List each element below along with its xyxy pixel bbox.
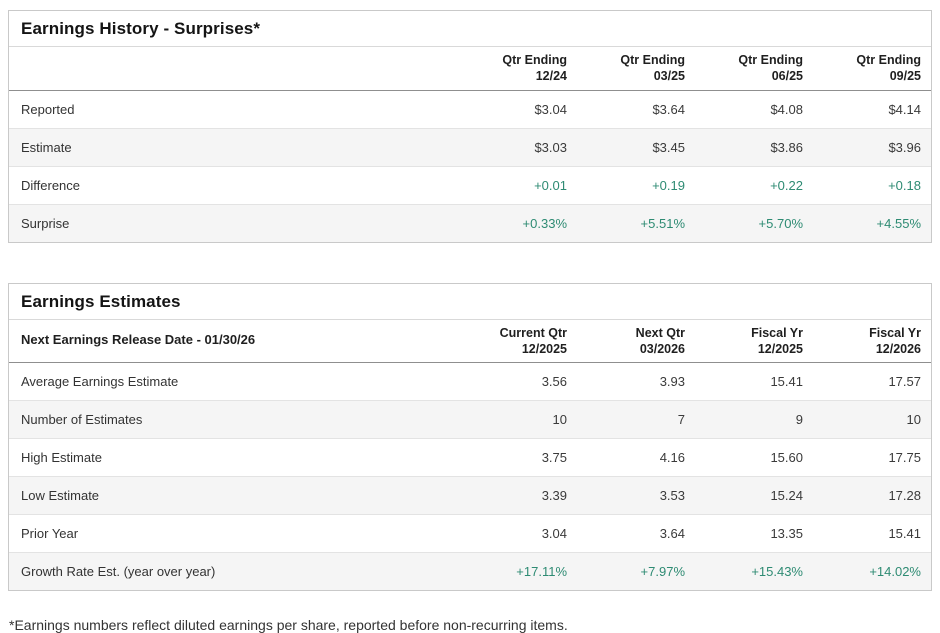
cell-value: $3.45 bbox=[577, 127, 695, 166]
next-earnings-release-date: Next Earnings Release Date - 01/30/26 bbox=[9, 319, 459, 363]
cell-value: +7.97% bbox=[577, 552, 695, 590]
table-row-growth-rate-est: Growth Rate Est. (year over year) +17.11… bbox=[9, 552, 931, 590]
cell-value: +14.02% bbox=[813, 552, 931, 590]
row-label: Prior Year bbox=[9, 514, 459, 553]
cell-value: $3.03 bbox=[459, 127, 577, 166]
cell-value: 3.56 bbox=[541, 374, 567, 389]
cell-value: 13.35 bbox=[695, 514, 813, 553]
cell-value: +0.18 bbox=[813, 165, 931, 204]
cell-value: +5.70% bbox=[695, 203, 813, 242]
table-row-prior-year: Prior Year 3.04 3.64 13.35 15.41 bbox=[9, 514, 931, 553]
cell-value: 3.04 bbox=[459, 514, 577, 553]
cell-value: 10 bbox=[813, 400, 931, 439]
earnings-footnote: *Earnings numbers reflect diluted earnin… bbox=[9, 617, 568, 633]
cell-value: 15.24 bbox=[695, 476, 813, 515]
cell-value: 3.53 bbox=[577, 476, 695, 515]
cell-value: $3.64 bbox=[652, 101, 685, 117]
cell-value: 3.93 bbox=[659, 374, 685, 389]
row-label: Low Estimate bbox=[9, 476, 459, 515]
table-row-low-estimate: Low Estimate 3.39 3.53 15.24 17.28 bbox=[9, 476, 931, 515]
earnings-estimates-title: Earnings Estimates bbox=[9, 284, 931, 320]
cell-value: +0.22 bbox=[695, 165, 813, 204]
cell-value: $3.04 bbox=[534, 101, 567, 117]
column-header-qtr-0925: Qtr Ending 09/25 bbox=[813, 47, 931, 91]
column-header-qtr-0625: Qtr Ending 06/25 bbox=[695, 47, 813, 91]
cell-value: 17.28 bbox=[813, 476, 931, 515]
earnings-history-table: Qtr Ending 12/24 Qtr Ending 03/25 Qtr En… bbox=[9, 47, 931, 242]
cell-value: $4.08 bbox=[770, 101, 803, 117]
table-row-average-earnings-estimate: Average Earnings Estimate 3.56 3.93 15.4… bbox=[9, 363, 931, 401]
cell-value: +15.43% bbox=[695, 552, 813, 590]
cell-value: $3.96 bbox=[813, 127, 931, 166]
cell-value: +0.01 bbox=[459, 165, 577, 204]
cell-value: 3.39 bbox=[459, 476, 577, 515]
cell-value: 3.64 bbox=[577, 514, 695, 553]
cell-value: $3.86 bbox=[695, 127, 813, 166]
cell-value: +4.55% bbox=[813, 203, 931, 242]
cell-value: 3.75 bbox=[459, 438, 577, 477]
cell-value: 15.60 bbox=[695, 438, 813, 477]
row-label: High Estimate bbox=[9, 438, 459, 477]
cell-value: 7 bbox=[577, 400, 695, 439]
table-row-high-estimate: High Estimate 3.75 4.16 15.60 17.75 bbox=[9, 438, 931, 477]
cell-value: 17.75 bbox=[813, 438, 931, 477]
cell-value: 15.41 bbox=[813, 514, 931, 553]
earnings-estimates-header-row: Next Earnings Release Date - 01/30/26 Cu… bbox=[9, 319, 931, 363]
cell-value: 4.16 bbox=[577, 438, 695, 477]
column-header-fiscal-yr-2025: Fiscal Yr 12/2025 bbox=[695, 319, 813, 363]
earnings-history-panel: Earnings History - Surprises* Qtr Ending… bbox=[8, 10, 932, 243]
cell-value: 9 bbox=[695, 400, 813, 439]
row-label: Reported bbox=[21, 101, 75, 117]
row-label: Growth Rate Est. (year over year) bbox=[9, 552, 459, 590]
column-header-next-qtr: Next Qtr 03/2026 bbox=[577, 319, 695, 363]
cell-value: 15.41 bbox=[770, 374, 803, 389]
earnings-estimates-table: Next Earnings Release Date - 01/30/26 Cu… bbox=[9, 319, 931, 590]
column-header-current-qtr: Current Qtr 12/2025 bbox=[459, 319, 577, 363]
earnings-history-title: Earnings History - Surprises* bbox=[9, 11, 931, 47]
row-label: Estimate bbox=[9, 127, 459, 166]
earnings-estimates-panel: Earnings Estimates Next Earnings Release… bbox=[8, 282, 932, 591]
history-label-column-header bbox=[9, 47, 459, 91]
earnings-history-header-row: Qtr Ending 12/24 Qtr Ending 03/25 Qtr En… bbox=[9, 47, 931, 91]
row-label: Average Earnings Estimate bbox=[21, 374, 179, 389]
cell-value: 17.57 bbox=[888, 374, 921, 389]
row-label: Difference bbox=[9, 165, 459, 204]
cell-value: 10 bbox=[459, 400, 577, 439]
table-row-difference: Difference +0.01 +0.19 +0.22 +0.18 bbox=[9, 165, 931, 204]
row-label: Surprise bbox=[9, 203, 459, 242]
table-row-estimate: Estimate $3.03 $3.45 $3.86 $3.96 bbox=[9, 127, 931, 166]
column-header-fiscal-yr-2026: Fiscal Yr 12/2026 bbox=[813, 319, 931, 363]
table-row-number-of-estimates: Number of Estimates 10 7 9 10 bbox=[9, 400, 931, 439]
table-row-reported: Reported $3.04 $3.64 $4.08 $4.14 bbox=[9, 90, 931, 128]
cell-value: +0.33% bbox=[459, 203, 577, 242]
cell-value: +17.11% bbox=[459, 552, 577, 590]
cell-value: $4.14 bbox=[888, 101, 921, 117]
cell-value: +5.51% bbox=[577, 203, 695, 242]
row-label: Number of Estimates bbox=[9, 400, 459, 439]
table-row-surprise: Surprise +0.33% +5.51% +5.70% +4.55% bbox=[9, 203, 931, 242]
column-header-qtr-0325: Qtr Ending 03/25 bbox=[577, 47, 695, 91]
column-header-qtr-1224: Qtr Ending 12/24 bbox=[459, 47, 577, 91]
cell-value: +0.19 bbox=[577, 165, 695, 204]
